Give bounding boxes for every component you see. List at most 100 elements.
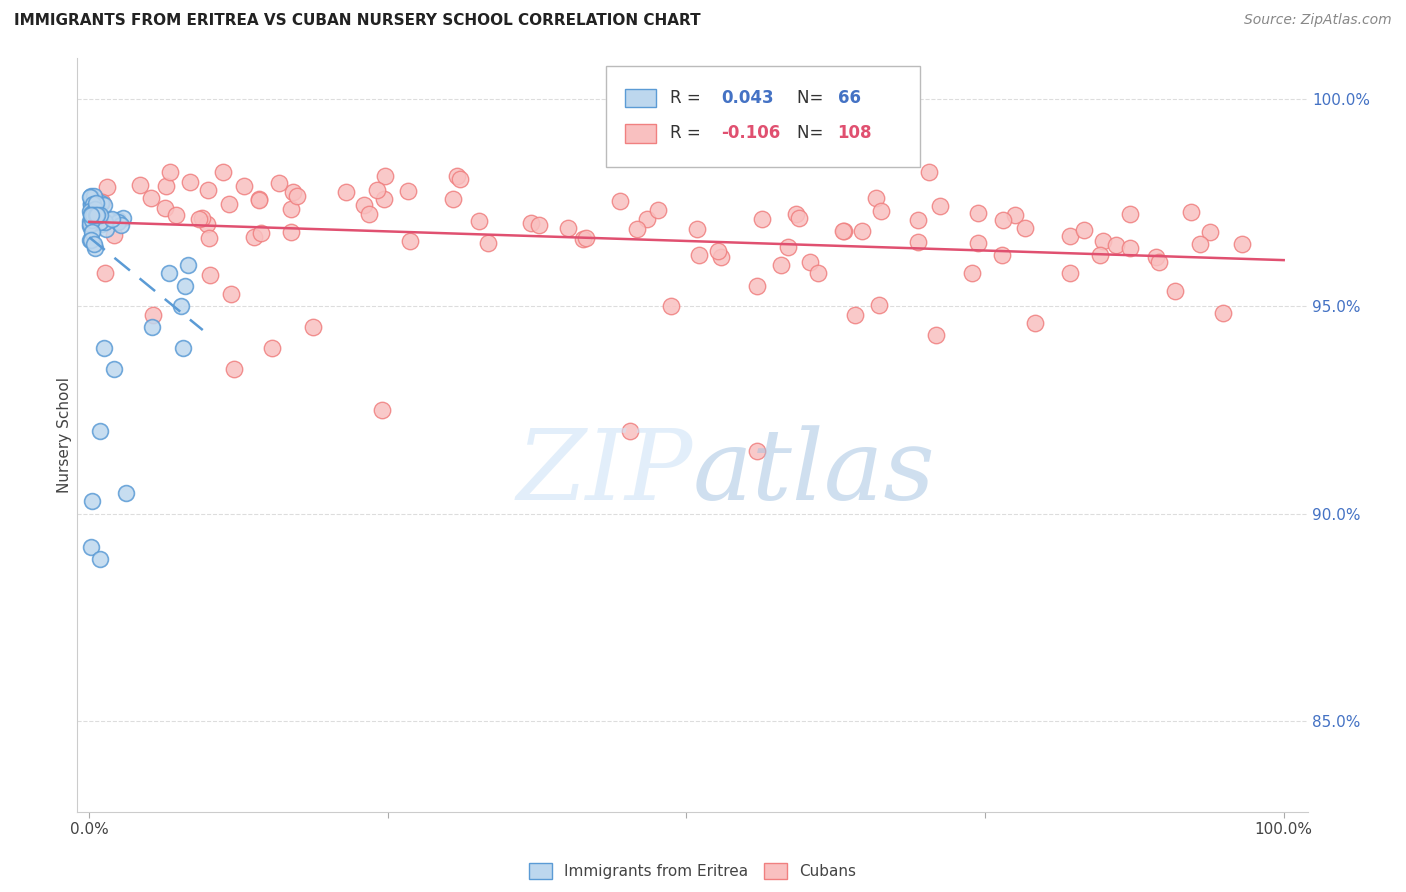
Point	[141, 320, 163, 334]
Point	[87, 203, 110, 218]
Point	[110, 219, 132, 233]
Point	[80, 203, 103, 218]
Point	[831, 224, 853, 238]
Point	[647, 202, 669, 217]
Point	[557, 221, 579, 235]
Point	[129, 178, 152, 193]
Point	[799, 254, 821, 268]
Point	[247, 193, 270, 207]
Text: ZIP: ZIP	[516, 425, 693, 520]
Point	[218, 196, 240, 211]
Point	[94, 214, 117, 228]
Point	[571, 232, 593, 246]
Point	[686, 222, 709, 236]
Point	[84, 212, 107, 227]
Point	[83, 189, 105, 203]
Point	[82, 197, 104, 211]
Point	[1144, 250, 1167, 264]
FancyBboxPatch shape	[624, 124, 655, 143]
Point	[212, 165, 235, 179]
Text: N=: N=	[797, 124, 828, 143]
Point	[142, 308, 165, 322]
Point	[1059, 228, 1081, 243]
Point	[925, 328, 948, 343]
Point	[1090, 247, 1112, 261]
Point	[87, 204, 110, 219]
Point	[302, 320, 325, 334]
Point	[80, 195, 103, 210]
Point	[285, 189, 308, 203]
Point	[966, 206, 988, 220]
Point	[929, 199, 952, 213]
Point	[197, 183, 219, 197]
Point	[198, 230, 221, 244]
Point	[82, 208, 104, 222]
Point	[991, 248, 1014, 262]
Point	[87, 207, 110, 221]
Point	[366, 183, 388, 197]
Point	[247, 193, 270, 207]
Point	[82, 494, 104, 508]
Point	[84, 208, 107, 222]
Point	[1004, 208, 1026, 222]
Text: 108: 108	[838, 124, 872, 143]
Point	[89, 424, 111, 438]
Point	[262, 341, 284, 355]
Point	[83, 204, 105, 219]
Point	[97, 212, 120, 227]
Point	[89, 215, 111, 229]
Point	[751, 212, 773, 227]
Point	[94, 266, 117, 280]
Point	[1199, 225, 1222, 239]
Point	[1164, 284, 1187, 298]
Point	[90, 196, 112, 211]
Point	[575, 231, 598, 245]
Point	[107, 215, 129, 229]
Point	[527, 218, 550, 232]
Point	[89, 208, 111, 222]
Point	[80, 225, 103, 239]
Point	[188, 212, 211, 227]
Point	[1118, 207, 1140, 221]
Point	[79, 233, 101, 247]
Point	[139, 191, 162, 205]
Point	[373, 192, 395, 206]
Point	[80, 198, 103, 212]
Point	[155, 179, 177, 194]
Point	[1059, 266, 1081, 280]
Point	[398, 184, 420, 198]
Point	[96, 179, 118, 194]
Point	[79, 217, 101, 231]
Point	[370, 403, 392, 417]
Point	[807, 266, 830, 280]
Point	[1188, 237, 1211, 252]
Point	[707, 244, 730, 259]
Point	[868, 298, 890, 312]
Point	[609, 194, 631, 208]
Point	[101, 212, 124, 227]
Text: 66: 66	[838, 89, 860, 107]
Point	[90, 217, 112, 231]
Point	[993, 213, 1015, 227]
Point	[233, 179, 256, 194]
Point	[1149, 255, 1171, 269]
Point	[280, 225, 302, 239]
Point	[1105, 237, 1128, 252]
Point	[174, 278, 197, 293]
Point	[80, 208, 103, 222]
Point	[960, 266, 983, 280]
Point	[79, 207, 101, 221]
Point	[80, 233, 103, 247]
Text: R =: R =	[671, 89, 706, 107]
Point	[449, 172, 471, 186]
Point	[1092, 234, 1115, 248]
Point	[170, 300, 193, 314]
Point	[221, 287, 243, 301]
Point	[745, 444, 768, 458]
Point	[179, 175, 201, 189]
Point	[626, 221, 648, 235]
Point	[1073, 223, 1095, 237]
Point	[83, 203, 105, 218]
Point	[249, 227, 271, 241]
Point	[636, 212, 658, 227]
